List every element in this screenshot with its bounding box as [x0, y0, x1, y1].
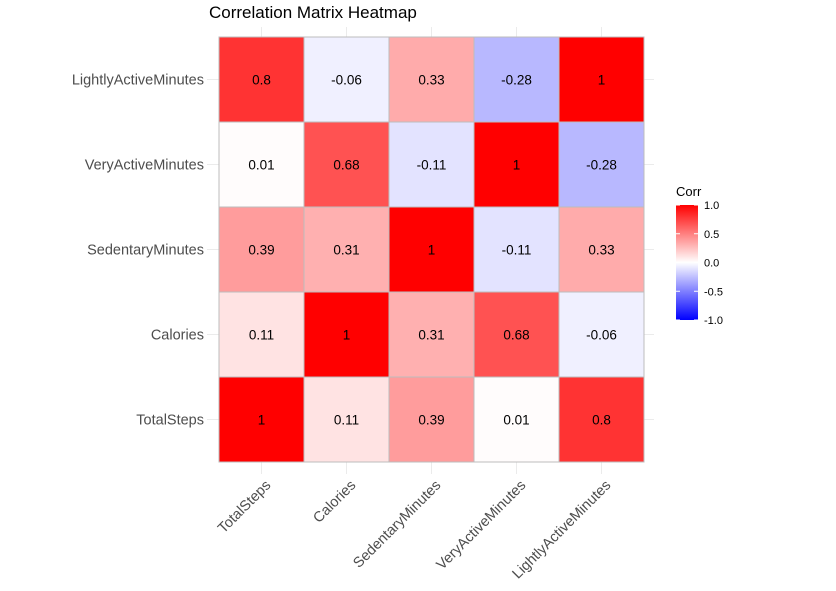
x-tick-label: LightlyActiveMinutes — [510, 478, 615, 583]
cell-value-label: 0.33 — [418, 73, 444, 88]
x-tick-label: SedentaryMinutes — [350, 478, 444, 572]
heatmap-cell — [558, 206, 645, 293]
legend-title: Corr — [676, 184, 702, 199]
heatmap-cell — [473, 121, 560, 208]
y-tick-label: TotalSteps — [136, 413, 204, 429]
heatmap-cell — [558, 121, 645, 208]
legend-tick-label: 1.0 — [704, 200, 719, 212]
x-axis-ticks: TotalSteps CaloriesSedentaryMinutesVeryAc… — [215, 478, 614, 583]
heatmap-cell — [473, 206, 560, 293]
cell-value-label: 0.68 — [503, 328, 529, 343]
heatmap-cell — [558, 291, 645, 378]
y-axis-ticks: LightlyActiveMinutes VeryActiveMinutes Sed… — [72, 73, 204, 429]
heatmap-cell — [303, 206, 390, 293]
cell-value-label: 0.68 — [333, 158, 359, 173]
cell-value-label: 1 — [343, 328, 351, 343]
heatmap-cell — [388, 121, 475, 208]
cell-value-label: 0.11 — [249, 328, 274, 343]
legend-tick-label: 0.0 — [704, 258, 719, 270]
heatmap-cell — [303, 36, 390, 123]
cell-value-label: 0.11 — [334, 413, 359, 428]
cell-value-label: 0.01 — [503, 413, 529, 428]
legend-colorbar — [676, 205, 698, 320]
legend-tick-label: -1.0 — [704, 315, 723, 327]
heatmap-cell — [218, 121, 305, 208]
cell-value-label: 0.8 — [252, 73, 271, 88]
heatmap-cell — [558, 376, 645, 463]
legend-tick-label: 0.5 — [704, 229, 719, 241]
color-legend: Corr 1.0 0.5 0.0 -0.5 -1.0 — [676, 184, 723, 327]
cell-value-label: -0.06 — [586, 328, 617, 343]
cell-value-label: 0.31 — [333, 243, 359, 258]
legend-tick-label: -0.5 — [704, 286, 723, 298]
y-tick-label: SedentaryMinutes — [87, 243, 204, 259]
cell-value-label: 0.33 — [588, 243, 614, 258]
y-tick-label: Calories — [151, 328, 204, 344]
heatmap-cells — [218, 36, 645, 463]
heatmap-cell — [473, 376, 560, 463]
cell-value-label: -0.11 — [417, 158, 447, 173]
cell-labels: 0.8 -0.06 0.33 -0.28 1 0.01 0.68 -0.11 1 -0.28 0.3… — [248, 73, 617, 428]
cell-value-label: 1 — [513, 158, 521, 173]
heatmap-cell — [218, 206, 305, 293]
cell-value-label: -0.11 — [502, 243, 532, 258]
y-tick-label: LightlyActiveMinutes — [72, 73, 204, 89]
cell-value-label: -0.06 — [331, 73, 362, 88]
cell-value-label: 0.8 — [592, 413, 611, 428]
cell-value-label: 0.39 — [248, 243, 274, 258]
y-tick-label: VeryActiveMinutes — [85, 158, 204, 174]
heatmap-cell — [218, 376, 305, 463]
cell-value-label: 0.39 — [418, 413, 444, 428]
x-tick-label: VeryActiveMinutes — [434, 478, 530, 574]
x-tick-label: Calories — [310, 478, 359, 527]
heatmap-cell — [218, 291, 305, 378]
heatmap-cell — [388, 291, 475, 378]
x-tick-label: TotalSteps — [215, 478, 274, 537]
cell-value-label: 0.01 — [248, 158, 274, 173]
cell-value-label: -0.28 — [586, 158, 617, 173]
heatmap-cell — [303, 121, 390, 208]
legend-ticks: 1.0 0.5 0.0 -0.5 -1.0 — [676, 200, 723, 327]
heatmap-cell — [558, 36, 645, 123]
cell-value-label: 1 — [428, 243, 436, 258]
heatmap-cell — [388, 376, 475, 463]
heatmap-cell — [473, 36, 560, 123]
chart-title: Correlation Matrix Heatmap — [209, 3, 417, 22]
cell-value-label: -0.28 — [501, 73, 532, 88]
cell-value-label: 0.31 — [418, 328, 444, 343]
cell-value-label: 1 — [258, 413, 266, 428]
heatmap-cell — [388, 206, 475, 293]
cell-value-label: 1 — [598, 73, 606, 88]
heatmap-cell — [473, 291, 560, 378]
